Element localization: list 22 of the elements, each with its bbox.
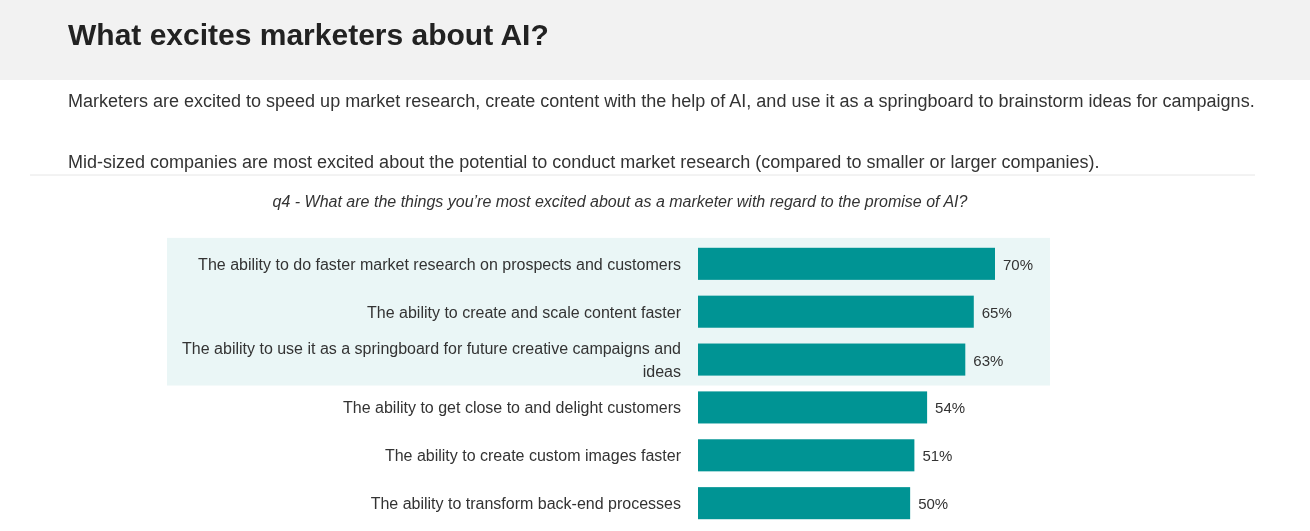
data-label: 70% [1003, 255, 1034, 273]
text: Mid-sized companies are most excited about the potential to conduct market research (compared to smaller or larger companies). [68, 152, 1100, 172]
data-label: 63% [973, 351, 1004, 369]
data-label: 54% [935, 399, 966, 417]
bar [698, 391, 928, 424]
y-tick-label: The ability to use it as a springboard for future creative campaigns and ideas [182, 340, 681, 381]
text: q4 - What are the things you’re most excited about as a marketer with regard to the promise of AI? [272, 193, 968, 210]
y-tick-label: The ability to do faster market research on prospects and customers [198, 255, 681, 273]
y-tick-label: The ability to create and scale content faster [367, 303, 682, 321]
bar [698, 343, 966, 376]
data-label: 51% [922, 447, 953, 465]
bar [698, 439, 915, 472]
y-tick-label: The ability to transform back-end processes [370, 495, 681, 513]
data-label: 65% [981, 303, 1012, 321]
data-label: 50% [918, 495, 949, 513]
y-tick-label: The ability to get close to and delight customers [343, 399, 681, 417]
bar [698, 295, 974, 328]
bar [698, 487, 911, 520]
y-tick-label: The ability to create custom images faster [384, 447, 682, 465]
text: What excites marketers about AI? [68, 18, 549, 51]
chart-subtitle: Marketers are excited to speed up market research, create content with the help of AI, and use it as a springboard to brainstorm ideas for campaigns. [68, 91, 1255, 111]
bar [698, 247, 995, 280]
